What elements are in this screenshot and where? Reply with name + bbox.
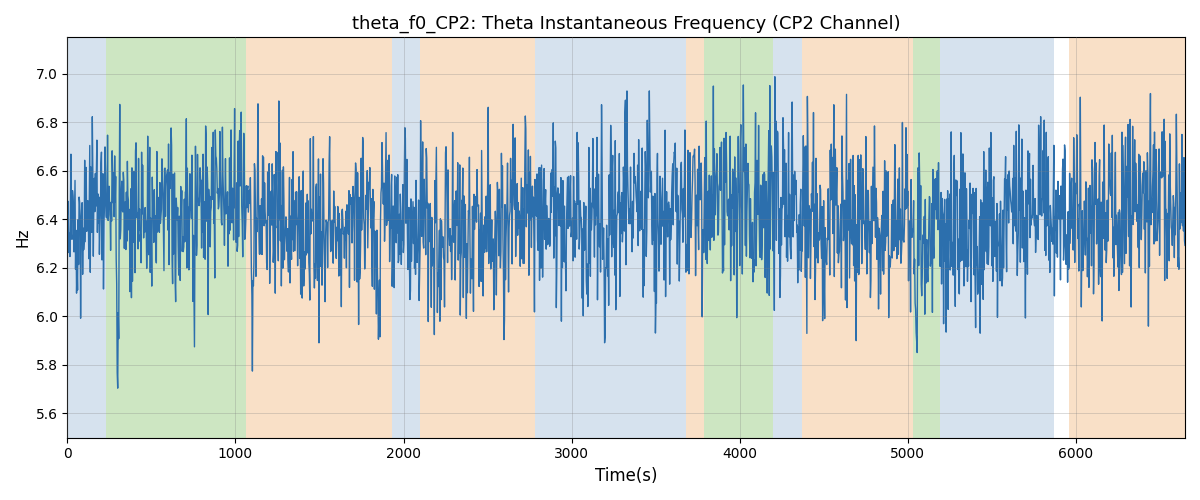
Bar xyxy=(773,38,802,438)
Bar xyxy=(802,38,913,438)
Bar xyxy=(535,38,686,438)
Y-axis label: Hz: Hz xyxy=(16,228,30,248)
Bar xyxy=(704,38,773,438)
X-axis label: Time(s): Time(s) xyxy=(595,467,658,485)
Bar xyxy=(106,38,246,438)
Bar xyxy=(686,38,704,438)
Bar xyxy=(1069,38,1184,438)
Bar xyxy=(420,38,535,438)
Title: theta_f0_CP2: Theta Instantaneous Frequency (CP2 Channel): theta_f0_CP2: Theta Instantaneous Freque… xyxy=(352,15,900,34)
Bar xyxy=(940,38,1054,438)
Bar xyxy=(391,38,420,438)
Bar xyxy=(246,38,391,438)
Bar xyxy=(913,38,940,438)
Bar xyxy=(67,38,106,438)
